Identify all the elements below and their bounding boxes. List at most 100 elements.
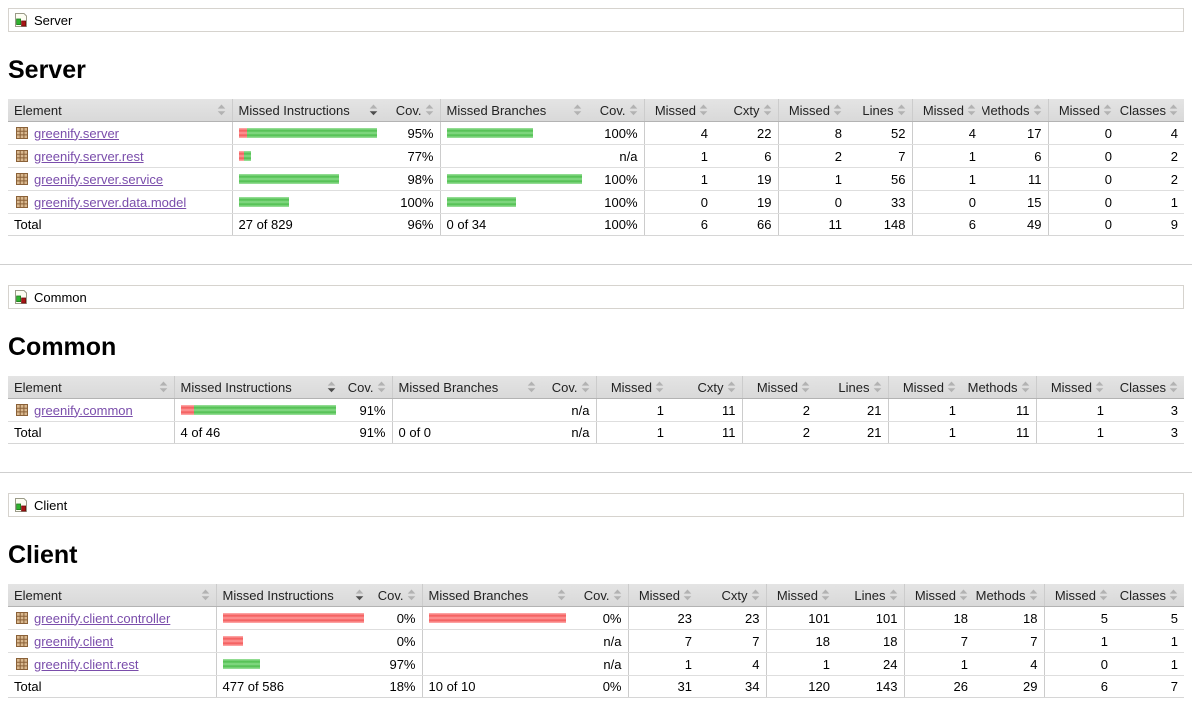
col-header-missed-7[interactable]: Missed <box>778 99 848 122</box>
total-label: Total <box>8 421 175 444</box>
sort-icon <box>889 589 898 601</box>
col-header-cov--4[interactable]: Cov. <box>588 99 645 122</box>
col-header-cxty-6[interactable]: Cxty <box>714 99 779 122</box>
col-header-classes-12[interactable]: Classes <box>1110 376 1184 399</box>
col-header-lines-8[interactable]: Lines <box>816 376 889 399</box>
col-header-missed-11[interactable]: Missed <box>1036 376 1110 399</box>
total-branches: 0 of 34 <box>440 213 588 236</box>
total-metric-cell: 6 <box>1044 675 1114 698</box>
col-header-missed-11[interactable]: Missed <box>1044 584 1114 607</box>
col-header-cov--4[interactable]: Cov. <box>542 376 597 399</box>
header-row: Element Missed Instructions Cov. Missed Bra… <box>8 99 1184 122</box>
metric-cell: 5 <box>1044 606 1114 630</box>
col-header-methods-10[interactable]: Methods <box>982 99 1049 122</box>
total-row: Total 27 of 829 96% 0 of 34 100% 6 66 11 148 6 49 0… <box>8 213 1184 236</box>
instruction-coverage-cell: 77% <box>384 144 441 168</box>
coverage-bar <box>238 151 379 161</box>
coverage-table-client: Element Missed Instructions Cov. Missed Bra… <box>8 584 1184 698</box>
metric-cell: 2 <box>778 144 848 168</box>
col-header-lines-8[interactable]: Lines <box>848 99 913 122</box>
package-link[interactable]: greenify.server <box>34 125 120 141</box>
col-header-classes-12[interactable]: Classes <box>1118 99 1184 122</box>
table-row: greenify.server 95% 100% 4 22 8 52 4 17 0 4 <box>8 121 1184 145</box>
col-header-element-0[interactable]: Element <box>8 376 175 399</box>
package-link[interactable]: greenify.client <box>34 633 114 649</box>
col-header-label: Missed Branches <box>398 379 499 395</box>
sort-icon <box>967 104 976 116</box>
package-link[interactable]: greenify.server.rest <box>34 148 144 164</box>
col-header-cov--2[interactable]: Cov. <box>384 99 441 122</box>
col-header-missed-7[interactable]: Missed <box>766 584 836 607</box>
element-cell: greenify.client.controller <box>8 606 217 630</box>
total-metric-cell: 11 <box>778 213 848 236</box>
package-link[interactable]: greenify.client.controller <box>34 610 171 626</box>
col-header-element-0[interactable]: Element <box>8 584 217 607</box>
package-link[interactable]: greenify.common <box>34 402 133 418</box>
col-header-missed-branches-3[interactable]: Missed Branches <box>392 376 542 399</box>
col-header-lines-8[interactable]: Lines <box>836 584 905 607</box>
metric-cell: 11 <box>670 398 743 422</box>
metric-cell: 0 <box>1048 121 1118 145</box>
col-header-missed-branches-3[interactable]: Missed Branches <box>422 584 572 607</box>
total-instructions: 4 of 46 <box>174 421 342 444</box>
coverage-bar <box>446 174 582 184</box>
section-title-server: Server <box>8 56 86 84</box>
metric-cell: 15 <box>982 190 1049 214</box>
col-header-methods-10[interactable]: Methods <box>962 376 1037 399</box>
sort-icon <box>1169 104 1178 116</box>
col-header-missed-7[interactable]: Missed <box>742 376 816 399</box>
col-header-missed-instructions-1[interactable]: Missed Instructions <box>232 99 384 122</box>
coverage-bar <box>447 151 583 161</box>
col-header-cov--4[interactable]: Cov. <box>572 584 629 607</box>
col-header-methods-10[interactable]: Methods <box>974 584 1045 607</box>
col-header-cxty-6[interactable]: Cxty <box>670 376 743 399</box>
total-metric-cell: 6 <box>644 213 714 236</box>
metric-cell: 4 <box>644 121 714 145</box>
section-divider <box>0 472 1192 473</box>
total-metric-cell: 9 <box>1118 213 1184 236</box>
col-header-cxty-6[interactable]: Cxty <box>698 584 767 607</box>
sort-icon <box>425 104 434 116</box>
sort-icon <box>557 589 566 601</box>
col-header-element-0[interactable]: Element <box>8 99 233 122</box>
col-header-classes-12[interactable]: Classes <box>1114 584 1184 607</box>
col-header-missed-branches-3[interactable]: Missed Branches <box>440 99 588 122</box>
header-row: Element Missed Instructions Cov. Missed Bra… <box>8 584 1184 607</box>
package-icon <box>14 125 30 141</box>
col-header-label: Missed Branches <box>446 102 547 118</box>
col-header-missed-5[interactable]: Missed <box>628 584 698 607</box>
missed-instructions-bar-cell <box>232 190 384 214</box>
sort-icon <box>613 589 622 601</box>
col-header-missed-instructions-1[interactable]: Missed Instructions <box>216 584 370 607</box>
total-metric-cell: 66 <box>714 213 779 236</box>
col-header-missed-9[interactable]: Missed <box>888 376 962 399</box>
instruction-coverage-cell: 91% <box>342 398 393 422</box>
total-branches: 0 of 0 <box>392 421 542 444</box>
col-header-label: Element <box>14 587 62 603</box>
package-link[interactable]: greenify.client.rest <box>34 656 139 672</box>
package-icon <box>14 633 30 649</box>
col-header-label: Missed <box>1058 102 1100 118</box>
metric-cell: 1 <box>596 398 670 422</box>
metric-cell: 2 <box>1118 144 1184 168</box>
col-header-missed-5[interactable]: Missed <box>596 376 670 399</box>
missed-branches-bar-cell <box>422 629 572 653</box>
package-link[interactable]: greenify.server.service <box>34 171 164 187</box>
metric-cell: 7 <box>698 629 767 653</box>
col-header-cov--2[interactable]: Cov. <box>370 584 423 607</box>
col-header-missed-instructions-1[interactable]: Missed Instructions <box>174 376 342 399</box>
coverage-bar <box>238 197 379 207</box>
col-header-missed-5[interactable]: Missed <box>644 99 714 122</box>
sort-icon <box>1095 381 1104 393</box>
col-header-missed-9[interactable]: Missed <box>904 584 974 607</box>
col-header-label: Methods <box>982 102 1030 118</box>
col-header-missed-11[interactable]: Missed <box>1048 99 1118 122</box>
col-header-cov--2[interactable]: Cov. <box>342 376 393 399</box>
package-link[interactable]: greenify.server.data.model <box>34 194 187 210</box>
breadcrumb-label: Server <box>34 12 73 28</box>
sort-icon <box>369 104 378 116</box>
sort-icon <box>217 104 226 116</box>
branch-coverage-cell: n/a <box>588 144 645 168</box>
col-header-missed-9[interactable]: Missed <box>912 99 982 122</box>
total-metric-cell: 1 <box>888 421 962 444</box>
